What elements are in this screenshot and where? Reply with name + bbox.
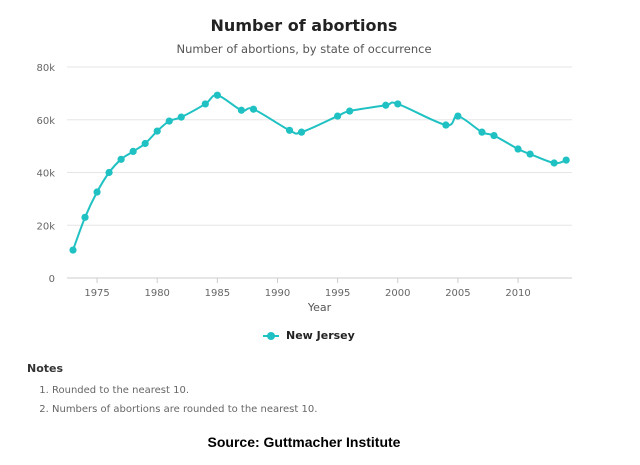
chart-title: Number of abortions <box>210 16 398 35</box>
data-point <box>69 246 77 254</box>
x-tick-label: 2010 <box>505 288 530 299</box>
data-point <box>285 126 294 134</box>
x-tick-label: 1980 <box>144 288 169 299</box>
data-point <box>514 145 522 153</box>
x-axis-label: Year <box>307 301 332 314</box>
x-tick-label: 2000 <box>385 288 410 299</box>
data-point <box>237 106 245 114</box>
data-point <box>334 112 342 120</box>
legend-marker-icon <box>263 331 279 340</box>
data-point <box>562 156 570 164</box>
data-point <box>177 113 185 121</box>
y-tick-label: 20k <box>36 221 55 232</box>
series-line <box>72 94 567 251</box>
data-point <box>490 131 498 140</box>
data-point <box>297 128 306 136</box>
data-point <box>105 168 113 177</box>
data-point <box>249 105 258 113</box>
chart-subtitle: Number of abortions, by state of occurre… <box>176 42 432 56</box>
data-point <box>394 100 402 108</box>
data-point <box>382 101 390 109</box>
data-point <box>550 159 558 167</box>
data-point <box>93 188 101 196</box>
notes-heading: Notes <box>27 362 64 375</box>
x-tick-label: 1995 <box>325 288 350 299</box>
data-point <box>165 117 173 125</box>
note-item: Numbers of abortions are rounded to the … <box>52 404 317 416</box>
x-tick-label: 1990 <box>265 288 290 299</box>
data-point <box>478 128 486 136</box>
y-tick-label: 40k <box>36 169 55 180</box>
x-tick-label: 1985 <box>205 288 230 299</box>
data-point <box>346 107 354 115</box>
data-point <box>454 112 462 120</box>
y-tick-label: 60k <box>36 116 55 127</box>
source-text: Source: Guttmacher Institute <box>207 434 401 450</box>
x-tick-label: 1975 <box>84 288 109 299</box>
legend-label: New Jersey <box>286 329 355 342</box>
data-point <box>117 155 125 163</box>
data-point <box>201 100 209 108</box>
notes-list: Rounded to the nearest 10. Numbers of ab… <box>28 378 317 416</box>
data-point <box>81 213 89 221</box>
data-point <box>442 121 450 129</box>
data-point <box>129 147 137 155</box>
data-point <box>526 150 534 158</box>
y-tick-label: 0 <box>49 274 55 285</box>
data-point <box>213 91 221 99</box>
x-tick-label: 2005 <box>445 288 470 299</box>
note-item: Rounded to the nearest 10. <box>52 385 317 397</box>
legend-item-new-jersey[interactable]: New Jersey <box>262 329 355 342</box>
data-point <box>141 139 149 148</box>
data-point <box>153 127 161 135</box>
y-tick-label: 80k <box>36 63 55 74</box>
line-chart: 0 20k 40k 60k 80k 1975 1980 1985 1990 1995 2000 200… <box>36 63 572 314</box>
